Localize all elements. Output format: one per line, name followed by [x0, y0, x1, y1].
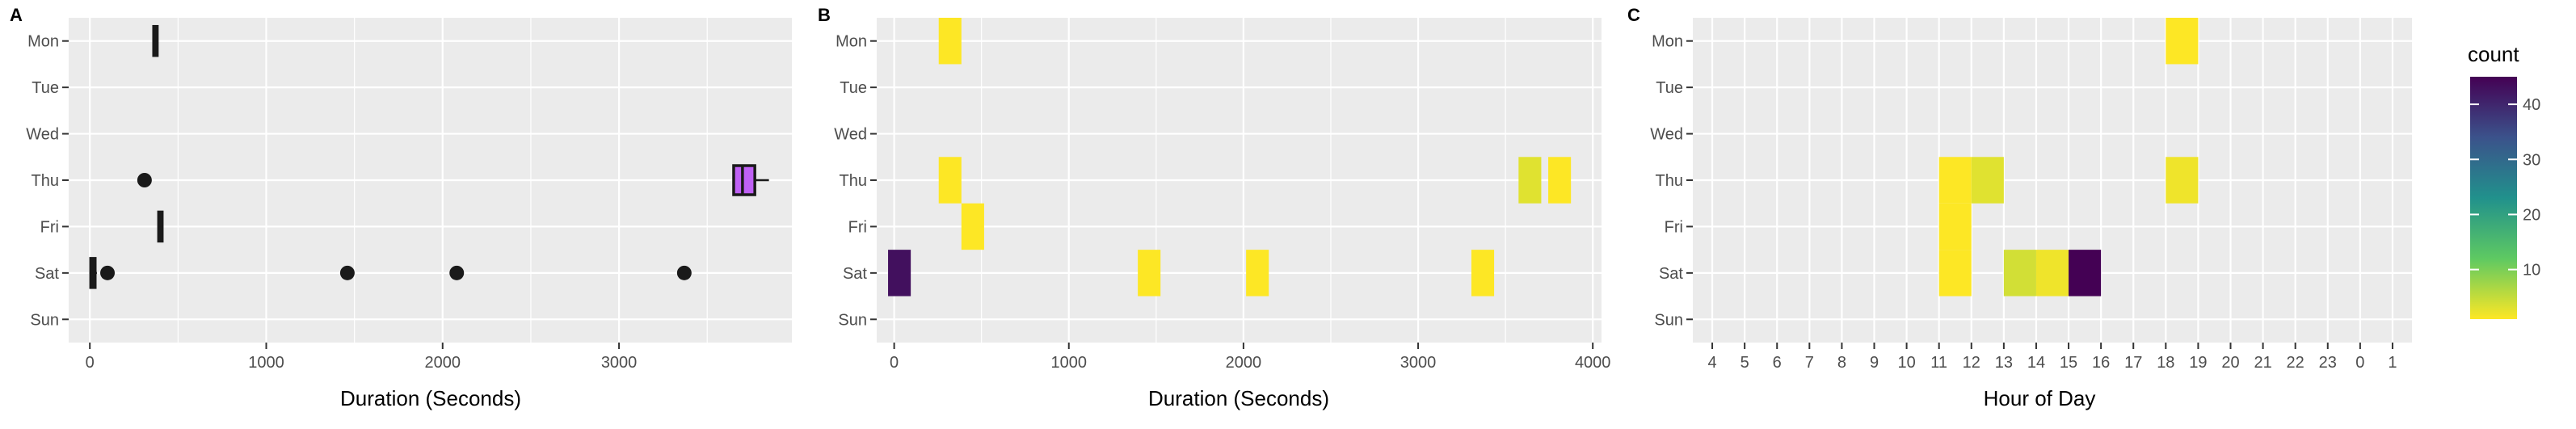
panel-b-x-axis-title: Duration (Seconds): [1148, 386, 1329, 410]
boxplot-outlier-sat: [449, 265, 465, 280]
heatmap-cell-sat-15: [2069, 250, 2102, 297]
heatmap-cell-sat-14: [2035, 250, 2069, 297]
heatmap-cell-sat: [1471, 250, 1495, 297]
legend-tick-label: 30: [2523, 151, 2540, 169]
panel-a-boxplot: Mon Tue Wed Thu Fri Sat Sun 0 1000 2000 3000: [26, 18, 792, 372]
heatmap-cell-thu: [1518, 157, 1542, 204]
panel-c-x-tick-label-7: 7: [1805, 354, 1814, 372]
panel-c-x-tick-label-6: 6: [1773, 354, 1782, 372]
heatmap-cell-sat-11: [1938, 250, 1972, 297]
panel-a-y-tick-label-sun: Sun: [30, 311, 59, 329]
panel-c-x-tick-label-23: 23: [2319, 354, 2337, 372]
panel-b-x-tick-label: 2000: [1226, 354, 1262, 372]
panel-c-x-tick-label-1: 1: [2388, 354, 2397, 372]
boxplot-box-thu: [732, 164, 756, 196]
boxplot-outlier-sat: [339, 265, 355, 280]
heatmap-cell-fri-11: [1938, 203, 1972, 250]
legend-title: count: [2468, 42, 2519, 66]
heatmap-cell-mon-18: [2166, 18, 2199, 65]
panel-b-y-tick-label-mon: Mon: [836, 33, 867, 51]
heatmap-cell-fri: [961, 203, 984, 250]
heatmap-cell-sat: [888, 250, 911, 297]
panel-c-x-tick-label-19: 19: [2189, 354, 2207, 372]
panel-c-x-axis-title: Hour of Day: [1984, 386, 2096, 410]
boxplot-outlier-sat: [100, 265, 116, 280]
panel-a-y-tick-label-tue: Tue: [32, 79, 59, 97]
panel-b-y-tick-label-sun: Sun: [838, 311, 867, 329]
panel-b-y-tick-label-fri: Fri: [848, 218, 867, 236]
panel-a-x-tick-label: 3000: [601, 354, 638, 372]
panel-c-y-tick-label-fri: Fri: [1665, 218, 1683, 236]
panel-c-x-tick-label-21: 21: [2254, 354, 2271, 372]
panel-c-x-tick-label-4: 4: [1707, 354, 1716, 372]
panel-b-x-tick-label: 0: [890, 354, 899, 372]
panel-c-x-tick-label-13: 13: [1995, 354, 2013, 372]
color-legend: count 10 20 30 40: [2468, 42, 2540, 319]
panel-a-x-tick-label: 1000: [248, 354, 284, 372]
panel-c-x-tick-label-8: 8: [1837, 354, 1846, 372]
panel-c-x-tick-label-0: 0: [2355, 354, 2364, 372]
panel-b-y-tick-label-wed: Wed: [834, 126, 867, 144]
legend-colorbar: [2470, 77, 2517, 319]
heatmap-cell-sat: [1246, 250, 1269, 297]
panel-label-a: A: [10, 5, 23, 25]
panel-c-x-tick-label-14: 14: [2027, 354, 2045, 372]
panel-c-y-tick-label-sun: Sun: [1654, 311, 1683, 329]
heatmap-cell-thu: [938, 157, 962, 204]
heatmap-cell-sat: [1138, 250, 1161, 297]
panel-a-x-axis-title: Duration (Seconds): [340, 386, 521, 410]
panel-a-y-tick-label-wed: Wed: [26, 126, 59, 144]
panel-b-y-tick-label-thu: Thu: [840, 172, 867, 190]
panel-c-x-tick-label-9: 9: [1870, 354, 1879, 372]
panel-c-x-tick-label-17: 17: [2124, 354, 2142, 372]
panel-c-x-tick-label-22: 22: [2287, 354, 2305, 372]
legend-tick-label: 20: [2523, 206, 2540, 224]
panel-a-x-tick-label: 2000: [425, 354, 461, 372]
panel-c-x-tick-label-12: 12: [1963, 354, 1980, 372]
panel-c-y-tick-label-wed: Wed: [1650, 126, 1683, 144]
heatmap-cell-thu-18: [2166, 157, 2199, 204]
panel-label-b: B: [818, 5, 831, 25]
panel-b-x-tick-label: 3000: [1400, 354, 1437, 372]
heatmap-cell-thu: [1548, 157, 1572, 204]
heatmap-cell-mon: [938, 18, 962, 65]
boxplot-outlier-sat: [676, 265, 692, 280]
heatmap-cell-sat-13: [2003, 250, 2036, 297]
panel-c-y-tick-label-tue: Tue: [1656, 79, 1683, 97]
panel-b-heatmap: Mon Tue Wed Thu Fri Sat Sun 0 1000 2000 3000 4000: [834, 18, 1610, 372]
panel-c-x-tick-label-15: 15: [2060, 354, 2077, 372]
panel-c-x-tick-label-18: 18: [2157, 354, 2174, 372]
panel-c-x-tick-label-11: 11: [1930, 354, 1947, 372]
heatmap-cell-thu-11: [1938, 157, 1972, 204]
panel-c-y-tick-label-mon: Mon: [1652, 33, 1683, 51]
panel-a-y-tick-label-sat: Sat: [35, 265, 59, 283]
legend-tick-label: 10: [2523, 262, 2540, 280]
panel-b-x-tick-label: 1000: [1051, 354, 1088, 372]
panel-c-y-tick-label-sat: Sat: [1659, 265, 1683, 283]
legend-tick-label: 40: [2523, 96, 2540, 114]
panel-b-y-tick-label-tue: Tue: [840, 79, 867, 97]
panel-a-y-tick-label-fri: Fri: [40, 218, 59, 236]
panel-a-x-tick-label: 0: [86, 354, 95, 372]
panel-b-y-tick-label-sat: Sat: [843, 265, 867, 283]
panel-a-y-tick-label-thu: Thu: [32, 172, 59, 190]
boxplot-outlier-thu: [137, 173, 152, 187]
panel-c-y-tick-label-thu: Thu: [1656, 172, 1683, 190]
panel-c-x-tick-label-10: 10: [1897, 354, 1915, 372]
panel-c-x-tick-label-16: 16: [2092, 354, 2110, 372]
panel-label-c: C: [1627, 5, 1640, 25]
panel-c-x-tick-label-20: 20: [2221, 354, 2239, 372]
panel-b-x-tick-label: 4000: [1575, 354, 1611, 372]
panel-a-y-tick-label-mon: Mon: [27, 33, 59, 51]
panel-c-x-tick-label-5: 5: [1740, 354, 1749, 372]
heatmap-cell-thu-12: [1971, 157, 2004, 204]
